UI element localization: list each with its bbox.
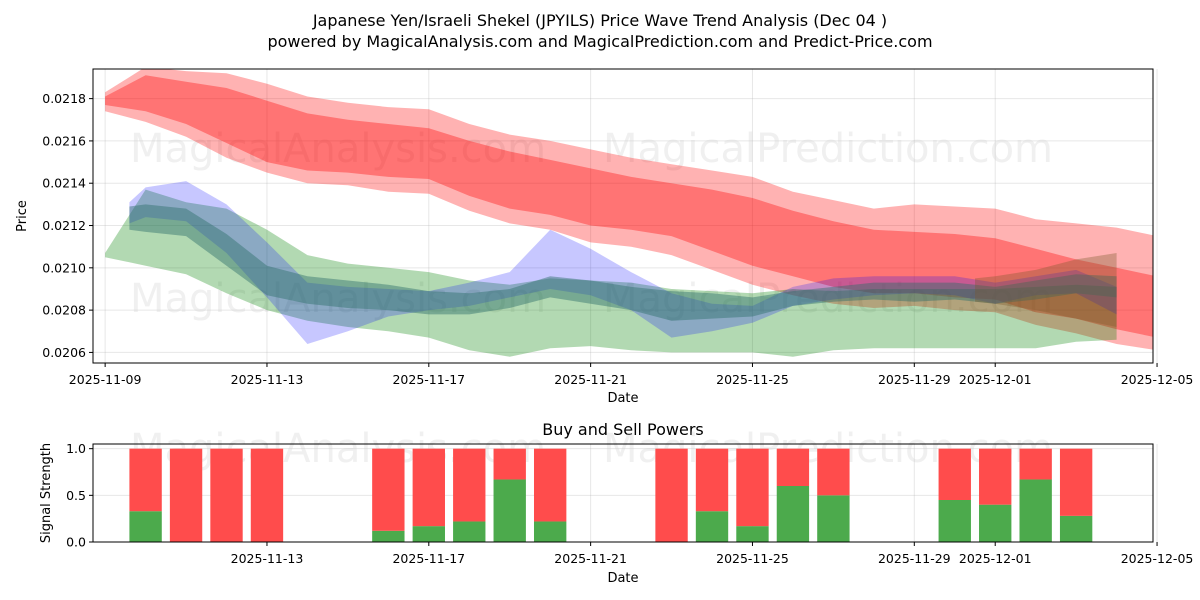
price-y-tick-label: 0.0214 — [42, 176, 86, 191]
sell-bar — [736, 448, 769, 527]
price-y-ticks: 0.0206 0.0208 0.0210 0.0212 0.0214 0.0216 0.02… — [42, 91, 93, 360]
price-y-tick-label: 0.0210 — [42, 260, 86, 275]
watermark-analysis-top: MagicalAnalysis.com — [130, 126, 546, 172]
sell-bar — [129, 448, 162, 512]
price-x-tick-label: 2025-11-13 — [231, 372, 304, 387]
price-x-tick-label: 2025-12-05 — [1121, 372, 1194, 387]
signal-x-tick-label: 2025-11-29 — [878, 551, 951, 566]
price-x-tick-label: 2025-11-21 — [554, 372, 627, 387]
signal-x-tick-label: 2025-12-01 — [959, 551, 1032, 566]
signal-x-tick-label: 2025-11-13 — [231, 551, 304, 566]
band-red-inner — [105, 75, 1153, 337]
price-x-axis-label: Date — [607, 391, 638, 406]
price-x-tick-label: 2025-11-25 — [716, 372, 789, 387]
price-x-tick-label: 2025-12-01 — [959, 372, 1032, 387]
watermark-prediction-top: MagicalPrediction.com — [603, 126, 1053, 172]
sell-bar — [655, 448, 688, 542]
sell-bar — [453, 448, 486, 522]
price-y-tick-label: 0.0212 — [42, 218, 86, 233]
price-y-tick-label: 0.0208 — [42, 303, 86, 318]
signal-y-ticks: 0.0 0.5 1.0 — [66, 441, 93, 550]
band-brown-end — [975, 253, 1117, 327]
price-bands — [105, 69, 1153, 357]
sell-bar — [817, 448, 850, 496]
price-y-axis-label: Price — [15, 200, 30, 232]
buy-bar — [129, 511, 162, 542]
signal-plot-frame — [92, 443, 1154, 543]
buy-bar — [695, 511, 729, 542]
signal-bars — [129, 448, 1093, 542]
buy-bar — [776, 486, 810, 542]
sell-bar — [412, 448, 445, 527]
signal-x-ticks: 2025-11-13 2025-11-17 2025-11-21 2025-11-25… — [231, 542, 1194, 566]
buy-bar — [453, 521, 486, 542]
price-x-tick-label: 2025-11-29 — [878, 372, 951, 387]
sell-bar — [372, 448, 405, 531]
sell-bar — [1059, 448, 1093, 516]
sell-bar — [169, 448, 203, 542]
chart-title: Japanese Yen/Israeli Shekel (JPYILS) Pri… — [312, 11, 887, 30]
band-teal-core — [129, 204, 1117, 321]
sell-bar — [1019, 448, 1052, 480]
watermark-prediction-middle: MagicalPrediction.com — [603, 276, 1053, 322]
buy-bar — [938, 500, 971, 542]
sell-bar — [210, 448, 243, 542]
price-x-tick-label: 2025-11-09 — [69, 372, 142, 387]
sell-bar — [533, 448, 567, 522]
price-plot-frame — [92, 68, 1154, 364]
signal-y-axis-label: Signal Strength — [39, 443, 54, 543]
sell-bar — [695, 448, 729, 512]
buy-bar — [736, 526, 769, 542]
price-x-ticks: 2025-11-09 2025-11-13 2025-11-17 2025-11-21… — [69, 363, 1194, 387]
buy-bar — [372, 530, 405, 542]
price-y-tick-label: 0.0216 — [42, 133, 86, 148]
sell-bar — [493, 448, 526, 480]
signal-y-tick-label: 1.0 — [66, 441, 86, 456]
signal-x-axis-label: Date — [607, 571, 638, 586]
chart-subtitle: powered by MagicalAnalysis.com and Magic… — [267, 32, 932, 51]
signal-y-tick-label: 0.0 — [66, 535, 86, 550]
price-wave-panel: MagicalAnalysis.com MagicalPrediction.co… — [15, 68, 1194, 406]
price-y-tick-label: 0.0206 — [42, 345, 86, 360]
buy-sell-title: Buy and Sell Powers — [542, 420, 704, 439]
signal-x-tick-label: 2025-11-25 — [716, 551, 789, 566]
band-red-outer — [105, 69, 1153, 350]
buy-bar — [979, 504, 1012, 542]
band-green-wide — [105, 189, 1117, 357]
sell-bar — [776, 448, 810, 486]
buy-bar — [493, 479, 526, 542]
signal-x-tick-label: 2025-12-05 — [1121, 551, 1194, 566]
sell-bar — [250, 448, 284, 542]
watermark-analysis-middle: MagicalAnalysis.com — [130, 276, 546, 322]
price-grid — [93, 69, 1158, 363]
buy-bar — [412, 526, 445, 542]
price-x-tick-label: 2025-11-17 — [392, 372, 465, 387]
price-watermarks: MagicalAnalysis.com MagicalPrediction.co… — [130, 126, 1053, 322]
price-y-tick-label: 0.0218 — [42, 91, 86, 106]
signal-y-tick-label: 0.5 — [66, 488, 86, 503]
buy-bar — [1059, 515, 1093, 542]
band-blue-wave — [129, 181, 1117, 344]
buy-bar — [1019, 479, 1052, 542]
buy-bar — [817, 495, 850, 542]
buy-sell-panel: Buy and Sell Powers MagicalAnalysis.com … — [39, 420, 1193, 586]
signal-x-tick-label: 2025-11-21 — [554, 551, 627, 566]
signal-x-tick-label: 2025-11-17 — [392, 551, 465, 566]
sell-bar — [979, 448, 1012, 505]
sell-bar — [938, 448, 971, 500]
buy-bar — [533, 521, 567, 542]
